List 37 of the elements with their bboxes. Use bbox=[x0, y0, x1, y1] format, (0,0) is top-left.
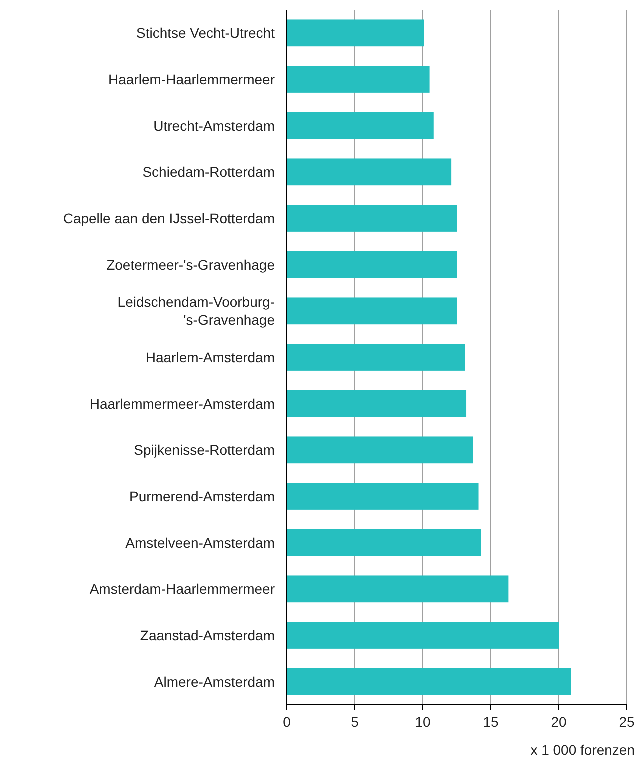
bar bbox=[287, 112, 434, 140]
bar bbox=[287, 20, 424, 47]
bar bbox=[287, 436, 474, 464]
x-axis-title: x 1 000 forenzen bbox=[530, 742, 635, 758]
bar bbox=[287, 298, 457, 325]
y-tick-label: Almere-Amsterdam bbox=[154, 674, 275, 690]
y-tick-label: Purmerend-Amsterdam bbox=[130, 488, 275, 504]
x-tick-label: 25 bbox=[619, 714, 635, 730]
x-tick-label: 20 bbox=[551, 714, 567, 730]
bar bbox=[287, 668, 572, 696]
y-tick-label: Zoetermeer-'s-Gravenhage bbox=[106, 256, 276, 273]
y-tick-label: Leidschendam-Voorburg-'s-Gravenhage bbox=[118, 294, 276, 328]
y-tick-label: Capelle aan den IJssel-Rotterdam bbox=[63, 210, 275, 226]
bar bbox=[287, 390, 467, 418]
bar bbox=[287, 251, 457, 278]
y-tick-label: Haarlemmermeer-Amsterdam bbox=[90, 396, 275, 412]
y-tick-label: Spijkenisse-Rotterdam bbox=[134, 442, 275, 458]
y-tick-label: Utrecht-Amsterdam bbox=[154, 118, 275, 134]
x-tick-label: 10 bbox=[415, 714, 431, 730]
bar bbox=[287, 205, 457, 232]
bar bbox=[287, 158, 452, 186]
y-tick-label: Zaanstad-Amsterdam bbox=[140, 628, 275, 644]
bar bbox=[287, 66, 430, 93]
bar bbox=[287, 576, 509, 603]
x-tick-label: 5 bbox=[351, 714, 360, 730]
x-tick-label: 15 bbox=[483, 714, 499, 730]
x-tick-label: 0 bbox=[283, 714, 292, 730]
y-tick-label: Haarlem-Haarlemmermeer bbox=[108, 72, 276, 88]
y-tick-label: Stichtse Vecht-Utrecht bbox=[136, 25, 276, 42]
bar bbox=[287, 529, 482, 556]
bar bbox=[287, 344, 466, 371]
y-tick-label: Amsterdam-Haarlemmermeer bbox=[90, 581, 276, 598]
y-tick-label: Haarlem-Amsterdam bbox=[146, 350, 275, 366]
y-tick-label: Amstelveen-Amsterdam bbox=[126, 534, 275, 551]
bar bbox=[287, 622, 559, 649]
bar bbox=[287, 483, 479, 510]
y-tick-label: Schiedam-Rotterdam bbox=[142, 164, 275, 180]
